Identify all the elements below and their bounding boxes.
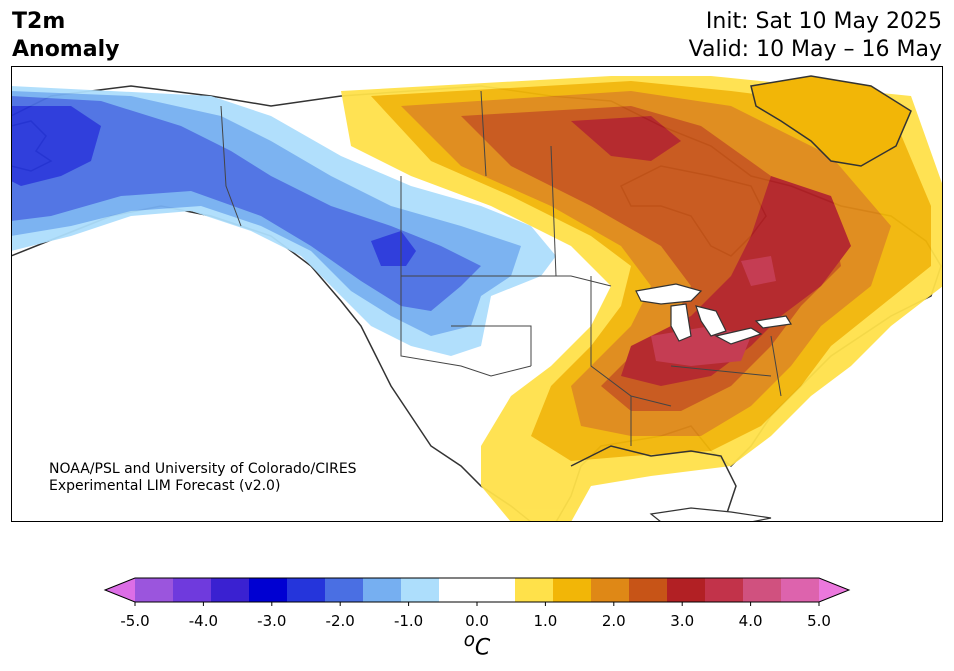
- colorbar-tick-label: -4.0: [188, 612, 219, 630]
- caribbean-islands: [649, 507, 772, 522]
- colorbar-segment: [249, 578, 288, 602]
- colorbar-tick-label: -1.0: [393, 612, 424, 630]
- great-lakes: [635, 283, 792, 345]
- valid-range: Valid: 10 May – 16 May: [688, 37, 942, 62]
- colorbar: [103, 577, 851, 606]
- colorbar-tick-label: 5.0: [807, 612, 831, 630]
- credit-line-org: NOAA/PSL and University of Colorado/CIRE…: [49, 461, 357, 477]
- colorbar-tick-label: -3.0: [257, 612, 287, 630]
- colorbar-segment: [477, 578, 516, 602]
- colorbar-segment: [363, 578, 402, 602]
- colorbar-tick-label: 0.0: [465, 612, 489, 630]
- gulf-coast: [570, 445, 737, 517]
- colorbar-segment: [667, 578, 706, 602]
- unit-degree: o: [463, 630, 475, 651]
- colorbar-segment: [629, 578, 668, 602]
- greenland: [750, 75, 912, 167]
- colorbar-tick-label: 3.0: [670, 612, 695, 630]
- colorbar-segment: [705, 578, 744, 602]
- colorbar-tick-label: 2.0: [601, 612, 626, 630]
- colorbar-segment: [135, 578, 174, 602]
- colorbar-unit: oC: [464, 630, 491, 660]
- credit-line-product: Experimental LIM Forecast (v2.0): [49, 478, 281, 494]
- forecast-dates: Init: Sat 10 May 2025 Valid: 10 May – 16…: [689, 8, 942, 64]
- colorbar-tick-label: 4.0: [738, 612, 763, 630]
- title-line-anomaly: Anomaly: [12, 37, 120, 62]
- colorbar-segment: [287, 578, 326, 602]
- colorbar-segment: [515, 578, 554, 602]
- colorbar-segment: [781, 578, 820, 602]
- unit-letter: C: [474, 635, 491, 661]
- colorbar-tick-label: 1.0: [533, 612, 558, 630]
- colorbar-over-arrow: [819, 578, 849, 602]
- colorbar-tick-label: -2.0: [325, 612, 355, 630]
- map-title: T2m Anomaly: [12, 8, 119, 64]
- colorbar-under-arrow: [105, 578, 135, 602]
- colorbar-segment: [591, 578, 630, 602]
- colorbar-segment: [173, 578, 212, 602]
- colorbar-segment: [743, 578, 782, 602]
- anomaly-map: [11, 66, 943, 522]
- colorbar-tick-label: -5.0: [120, 612, 150, 630]
- credit-text: NOAA/PSL and University of Colorado/CIRE…: [49, 461, 357, 495]
- colorbar-segment: [439, 578, 478, 602]
- init-date: Init: Sat 10 May 2025: [705, 9, 942, 34]
- colorbar-segment: [553, 578, 592, 602]
- political-borders: [220, 90, 782, 446]
- colorbar-segment: [211, 578, 250, 602]
- title-line-variable: T2m: [12, 9, 66, 34]
- colorbar-segment: [325, 578, 364, 602]
- colorbar-segment: [401, 578, 440, 602]
